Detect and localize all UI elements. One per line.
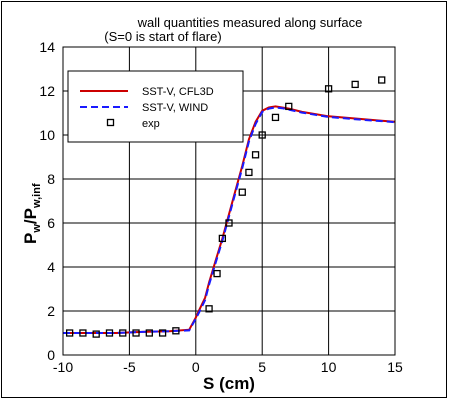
exp-marker xyxy=(79,329,87,337)
exp-marker xyxy=(119,329,127,337)
y-label-slash: /P xyxy=(21,208,40,224)
exp-marker xyxy=(132,329,140,337)
exp-marker xyxy=(225,219,233,227)
x-tick-label: -5 xyxy=(123,359,136,375)
legend-label-exp: exp xyxy=(142,118,160,130)
y-label-main: P xyxy=(21,233,40,244)
exp-marker xyxy=(218,234,227,243)
x-tick-label: -10 xyxy=(53,359,73,375)
exp-marker xyxy=(238,188,246,196)
exp-marker xyxy=(285,102,293,111)
exp-marker xyxy=(172,327,180,335)
y-tick-label: 0 xyxy=(47,347,55,363)
x-tick-label: 15 xyxy=(387,359,403,375)
exp-marker xyxy=(378,76,386,84)
exp-marker xyxy=(324,85,333,93)
exp-marker xyxy=(65,329,74,337)
exp-marker xyxy=(158,329,167,337)
exp-marker xyxy=(245,168,253,177)
exp-marker xyxy=(145,329,153,337)
y-tick-label: 6 xyxy=(47,215,55,231)
exp-marker xyxy=(351,80,359,89)
exp-marker xyxy=(213,269,221,278)
y-label-sub2: w,inf xyxy=(31,183,43,209)
exp-marker xyxy=(251,151,260,159)
exp-marker xyxy=(271,113,280,122)
y-tick-label: 4 xyxy=(47,259,55,275)
y-axis-label: Pw/Pw,inf xyxy=(21,183,43,244)
exp-marker xyxy=(258,131,266,139)
y-tick-label: 2 xyxy=(47,303,55,319)
y-tick-label: 10 xyxy=(39,127,55,143)
tick-labels: -10 -5 0 5 10 15 0 2 4 6 8 10 12 14 xyxy=(39,39,403,375)
legend-label-wind: SST-V, WIND xyxy=(142,102,208,114)
x-tick-label: 5 xyxy=(258,359,266,375)
x-tick-label: 0 xyxy=(192,359,200,375)
exp-marker xyxy=(92,330,100,338)
y-tick-label: 14 xyxy=(39,39,55,55)
chart-title-line2: (S=0 is start of flare) xyxy=(104,29,221,44)
series-line-wind xyxy=(63,106,396,334)
y-label-sub1: w xyxy=(31,224,43,234)
legend-label-cfl3d: SST-V, CFL3D xyxy=(142,86,214,98)
x-axis-label: S (cm) xyxy=(203,374,255,393)
legend: SST-V, CFL3D SST-V, WIND exp xyxy=(67,70,244,143)
plot-area xyxy=(63,76,396,338)
plot-border xyxy=(62,46,396,356)
y-tick-label: 8 xyxy=(47,171,55,187)
x-tick-label: 10 xyxy=(321,359,337,375)
y-tick-label: 12 xyxy=(39,83,55,99)
chart-title-line1: wall quantities measured along surface xyxy=(137,15,363,30)
exp-marker xyxy=(205,305,213,313)
legend-swatch-exp xyxy=(106,118,115,127)
exp-marker xyxy=(105,329,114,337)
